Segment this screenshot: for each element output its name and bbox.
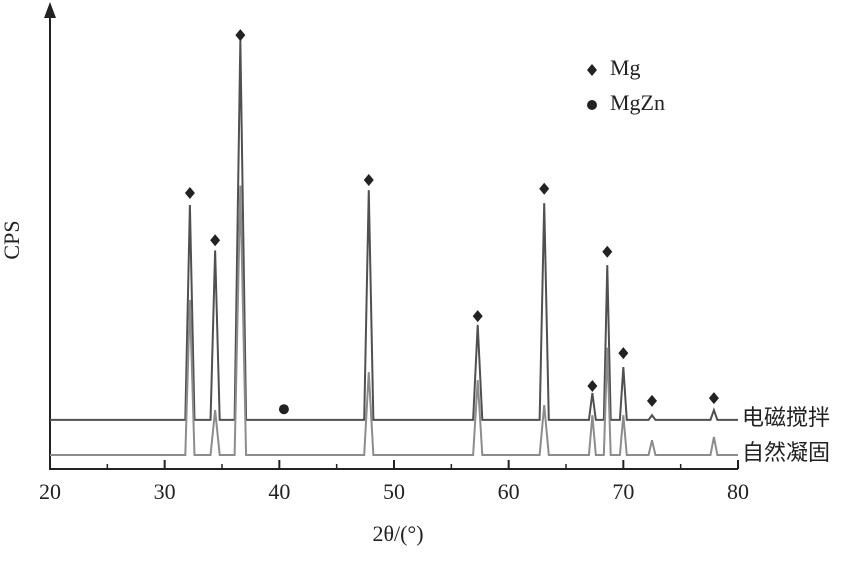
x-tick-label: 80: [727, 479, 749, 504]
x-tick-label: 40: [268, 479, 290, 504]
x-tick-label: 20: [39, 479, 61, 504]
series-line: [50, 40, 738, 421]
x-tick-label: 70: [612, 479, 634, 504]
series-line: [50, 185, 738, 457]
diamond-marker: [708, 392, 719, 405]
diamond-marker: [210, 234, 221, 247]
diamond-marker: [587, 380, 598, 393]
legend-label: MgZn: [610, 90, 665, 115]
diamond-marker: [472, 310, 483, 323]
y-axis-arrow: [44, 2, 56, 18]
diamond-marker: [184, 186, 195, 199]
diamond-marker: [235, 29, 246, 42]
diamond-marker: [602, 245, 613, 258]
legend-symbol: [587, 100, 597, 110]
x-axis-label: 2θ/(°): [372, 521, 423, 546]
series-label: 电磁搅拌: [742, 405, 830, 430]
circle-marker: [278, 404, 289, 415]
diamond-marker: [363, 174, 374, 187]
series-label: 自然凝固: [742, 440, 830, 465]
diamond-marker: [618, 347, 629, 360]
legend-symbol: [587, 64, 597, 76]
x-tick-label: 60: [498, 479, 520, 504]
x-tick-label: 50: [383, 479, 405, 504]
y-axis-label: CPS: [0, 220, 24, 259]
x-tick-label: 30: [154, 479, 176, 504]
diamond-marker: [647, 394, 657, 407]
diamond-marker: [539, 182, 550, 195]
legend-label: Mg: [610, 55, 641, 80]
